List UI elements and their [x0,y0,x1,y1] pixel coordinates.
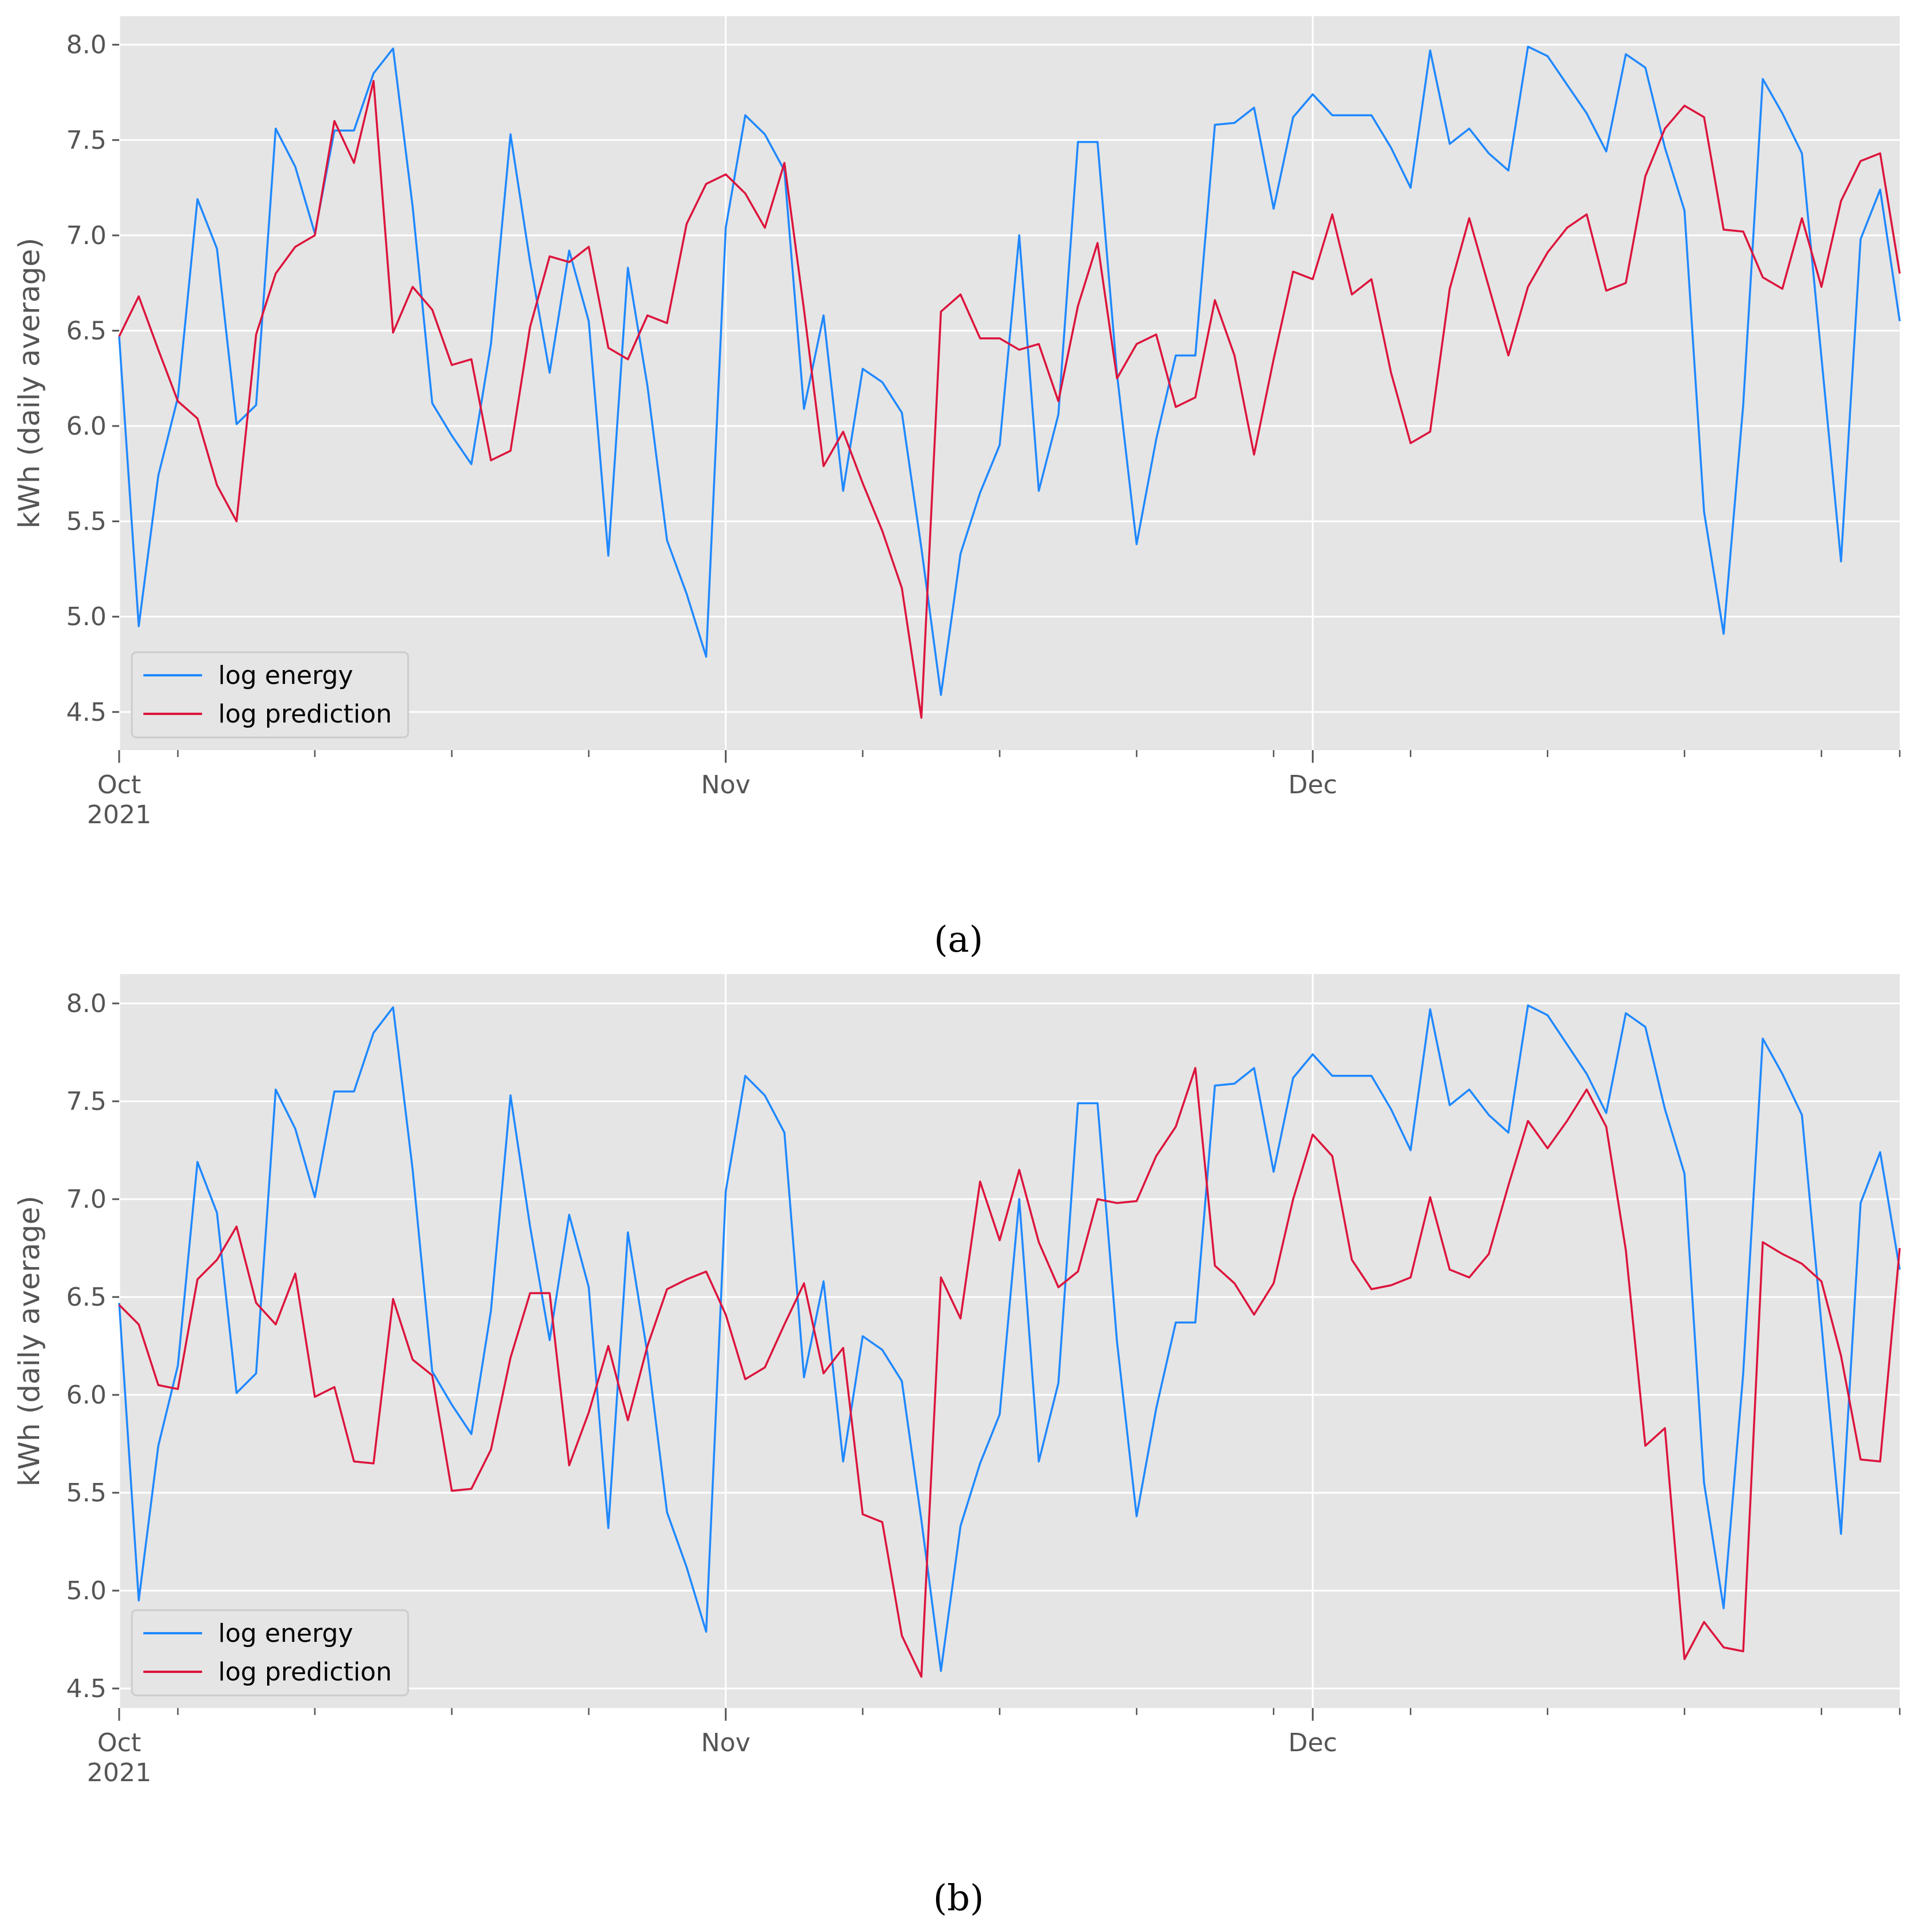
panel-b-xtick-label: Oct [97,1728,141,1758]
panel-b-legend: log energy log prediction [131,1609,409,1697]
panel-b-ytick-label: 8.0 [66,989,106,1018]
caption-b: (b) [933,1877,984,1919]
panel-b-plot-area [119,974,1900,1708]
panel-a-legend: log energy log prediction [131,651,409,739]
panel-a-ytick-label: 8.0 [66,31,106,60]
panel-b-series-log-prediction [118,1067,1901,1678]
panel-a-ytick-label: 4.5 [66,698,106,727]
panel-a-ytick-label: 6.0 [66,412,106,441]
panel-a-y-axis-label: kWh (daily average) [13,238,46,528]
panel-b-y-axis-label: kWh (daily average) [13,1196,46,1486]
panel-a-ytick-label: 5.5 [66,507,106,537]
panel-a-ytick-label: 7.5 [66,125,106,155]
panel-b-legend-label-prediction: log prediction [218,1657,392,1687]
panel-a-legend-label-prediction: log prediction [218,699,392,729]
panel-a-series-log-energy [118,45,1901,696]
panel-a-series-log-prediction [118,79,1901,719]
panel-b-series [118,1004,1901,1678]
panel-a-xtick-label: Dec [1288,770,1337,800]
panel-b-legend-box [131,1609,409,1697]
panel-a-legend-label-energy: log energy [218,661,353,690]
panel-a-legend-box [131,651,409,739]
panel-b-ytick-label: 7.5 [66,1087,106,1116]
panel-b-ytick-label: 6.5 [66,1283,106,1312]
panel-b-ytick-label: 7.0 [66,1185,106,1214]
panel-b-xtick-label: Dec [1288,1728,1337,1758]
panel-b-legend-label-energy: log energy [218,1619,353,1648]
panel-b-series-log-energy [118,1004,1901,1672]
panel-a-xtick-label: Oct [97,770,141,800]
panel-a-plot-area [119,16,1900,750]
panel-a-ytick-label: 5.0 [66,602,106,632]
caption-a: (a) [934,918,983,960]
panel-b-xtick-label: Nov [701,1728,751,1758]
panel-a-ytick-label: 6.5 [66,316,106,345]
panel-a-xtick-sublabel: 2021 [87,800,151,830]
panel-b-ytick-label: 4.5 [66,1674,106,1703]
panel-a-series [118,45,1901,719]
panel-b-ytick-label: 6.0 [66,1380,106,1410]
panel-b-xtick-sublabel: 2021 [87,1758,151,1788]
panel-b-ytick-label: 5.5 [66,1478,106,1508]
panel-a-ytick-label: 7.0 [66,221,106,250]
panel-b-ytick-label: 5.0 [66,1576,106,1606]
panel-a-xtick-label: Nov [701,770,751,800]
